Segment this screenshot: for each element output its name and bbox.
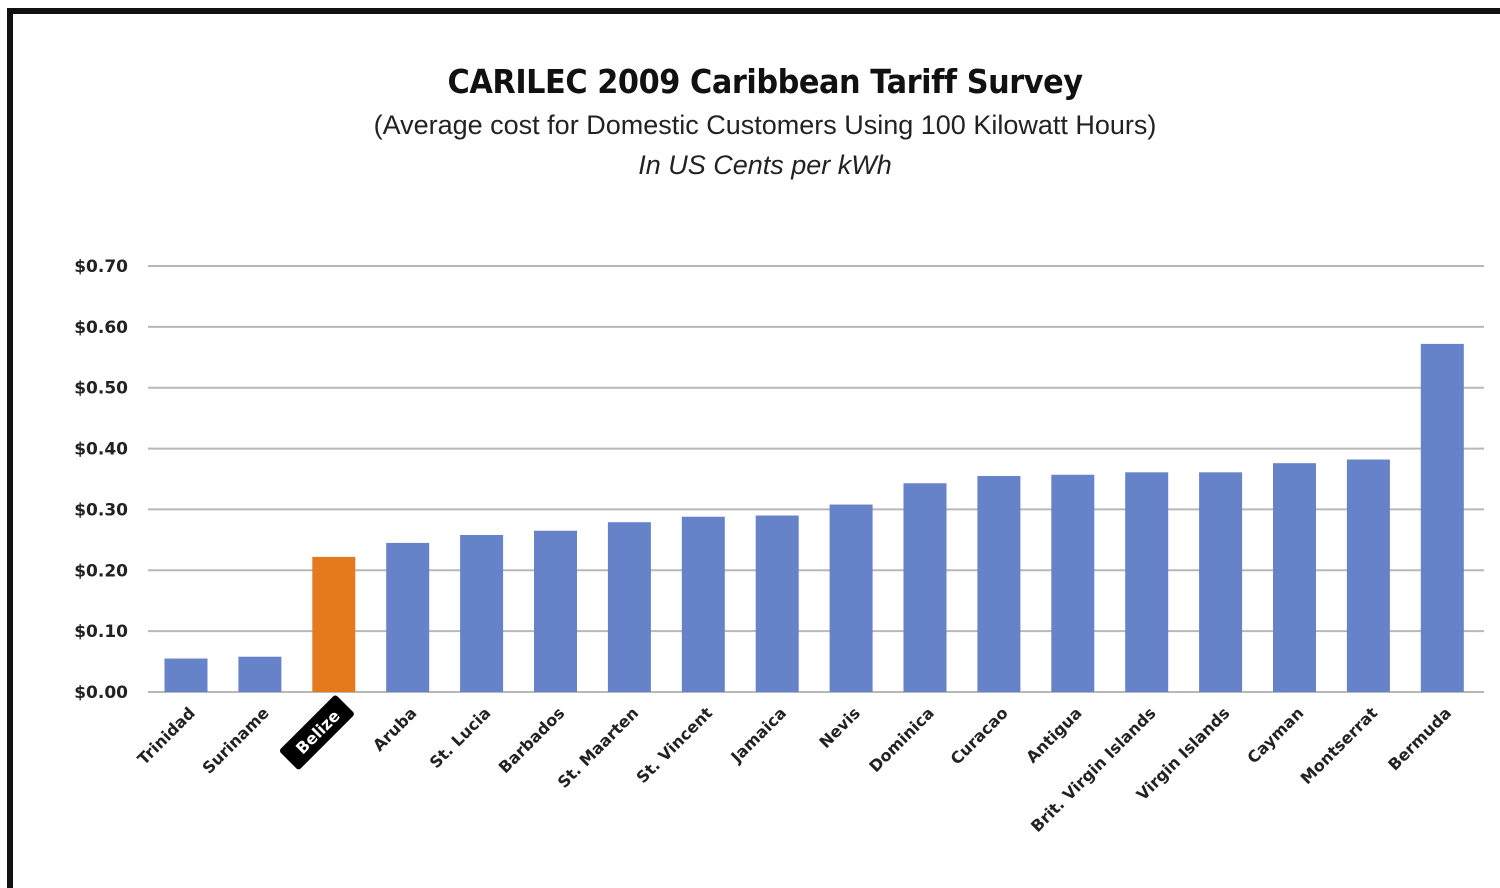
x-tick-label: St. Lucia [426, 703, 495, 772]
x-tick-label: Jamaica [726, 703, 790, 767]
x-tick-label-group: Trinidad [134, 703, 199, 768]
x-tick-label: Dominica [865, 703, 938, 776]
x-tick-label: Aruba [369, 703, 421, 755]
x-tick-label-group: Dominica [865, 703, 938, 776]
y-tick-label: $0.60 [74, 318, 128, 338]
chart-title: CARILEC 2009 Caribbean Tariff Survey [447, 62, 1084, 101]
bar [386, 542, 430, 692]
x-tick-label-group: St. Lucia [426, 703, 495, 772]
x-tick-label-group: Brit. Virgin Islands [1027, 703, 1159, 835]
y-tick-label: $0.00 [74, 683, 128, 703]
bar [534, 530, 577, 692]
bar [755, 515, 799, 692]
x-tick-label-group: Nevis [815, 703, 864, 752]
x-tick-label: Suriname [198, 703, 272, 777]
bar [1346, 459, 1390, 692]
x-tick-label-group: Antigua [1022, 703, 1085, 766]
y-tick-label: $0.10 [74, 622, 128, 642]
chart-frame [7, 8, 1500, 888]
x-tick-label-group: Barbados [495, 703, 569, 777]
x-tick-label: Curacao [947, 703, 1012, 768]
x-tick-label-group: Bermuda [1384, 703, 1455, 774]
x-tick-label: Nevis [815, 703, 864, 752]
bar [460, 534, 504, 692]
bar [1125, 472, 1169, 692]
x-tick-label-group: St. Vincent [633, 703, 717, 787]
bar [681, 516, 725, 692]
x-tick-label: St. Vincent [633, 703, 717, 787]
x-tick-label-group: Montserrat [1297, 703, 1382, 788]
x-tick-label: Cayman [1243, 703, 1307, 767]
x-tick-label: Trinidad [134, 703, 199, 768]
y-tick-label: $0.30 [74, 500, 128, 520]
bar [903, 483, 947, 692]
bar [1199, 472, 1243, 692]
x-tick-label-group: Cayman [1243, 703, 1307, 767]
x-tick-label-group: Aruba [369, 703, 421, 755]
x-tick-label: Brit. Virgin Islands [1027, 703, 1159, 835]
y-tick-label: $0.50 [74, 379, 128, 399]
x-tick-label: Antigua [1022, 703, 1085, 766]
x-tick-label: Barbados [495, 703, 569, 777]
chart-subtitle: (Average cost for Domestic Customers Usi… [373, 110, 1157, 140]
bar [977, 475, 1021, 692]
bar [1051, 474, 1095, 692]
bar [312, 556, 356, 692]
bar [1273, 463, 1316, 692]
x-tick-label-group: Suriname [198, 703, 272, 777]
bar [607, 522, 651, 692]
chart-units-note: In US Cents per kWh [638, 150, 892, 180]
bar [164, 658, 208, 692]
bar [829, 504, 873, 692]
x-tick-label-highlight: Belize [279, 695, 354, 770]
x-tick-label-group: Curacao [947, 703, 1012, 768]
x-tick-label: Bermuda [1384, 703, 1455, 774]
x-tick-label-group: Jamaica [726, 703, 790, 767]
bar [238, 656, 282, 692]
y-tick-label: $0.40 [74, 440, 128, 460]
bar [1420, 343, 1464, 692]
highlight-label-background [279, 695, 354, 770]
x-tick-label: Montserrat [1297, 703, 1382, 788]
y-tick-label: $0.20 [74, 561, 128, 581]
y-tick-label: $0.70 [74, 257, 128, 277]
